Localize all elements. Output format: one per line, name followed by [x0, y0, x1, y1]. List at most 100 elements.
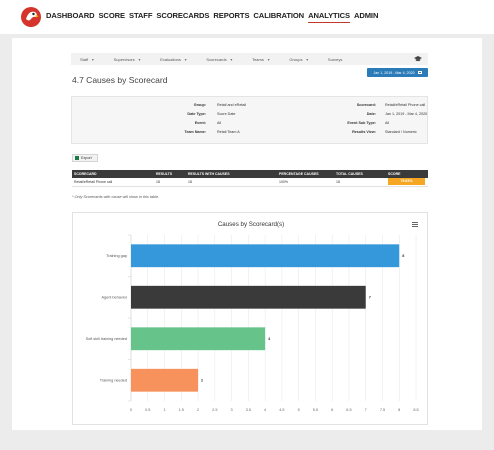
nav-dashboard[interactable]: DASHBOARD — [46, 11, 95, 20]
info-label: Date Type: — [187, 112, 206, 116]
col-results[interactable]: RESULTS — [154, 170, 186, 178]
info-value: Standard / Numeric — [385, 130, 417, 134]
x-tick-label: 8.5 — [413, 408, 418, 412]
bar-value-label: 8 — [402, 254, 404, 258]
caret-down-icon: ▼ — [137, 57, 142, 62]
nav-admin[interactable]: ADMIN — [353, 11, 379, 20]
x-tick-label: 5.5 — [313, 408, 318, 412]
cell-score: 79.63% — [386, 178, 428, 187]
top-navbar: DASHBOARD SCORE STAFF SCORECARDS REPORTS… — [0, 0, 494, 34]
caret-down-icon: ▼ — [91, 57, 95, 62]
info-label: Scorecard: — [356, 103, 376, 107]
category-label: Soft skill training needed — [86, 337, 127, 341]
bar[interactable] — [131, 285, 366, 309]
col-score[interactable]: SCORE — [386, 170, 428, 178]
submenu-scorecards[interactable]: Scorecards ▼ — [206, 57, 233, 62]
analytics-submenu: Staff ▼ Supervisors ▼ Evaluations ▼ Scoreca… — [71, 53, 428, 65]
causes-table: SCORECARD RESULTS RESULTS WITH CAUSES PE… — [72, 170, 428, 187]
parrot-logo-icon[interactable] — [20, 6, 42, 28]
submenu-scorecards-label: Scorecards — [206, 56, 227, 62]
chart-svg: Causes by Scorecard(s) 8 7 4 2 Training gap… — [86, 221, 419, 412]
info-row: Group: Retail and eRetail Scorecard: Ret… — [72, 103, 427, 110]
caret-down-icon: ▼ — [266, 57, 271, 62]
date-range-button[interactable]: Jan 1, 2019 - Mar 4, 2020 — [367, 68, 428, 77]
cell-scorecard[interactable]: Retail/eRetail Phone call — [72, 178, 154, 187]
info-value: Retail/eRetail Phone call — [385, 103, 426, 107]
export-label: Export — [81, 156, 92, 160]
info-value: All — [385, 121, 390, 125]
graduation-cap-icon[interactable] — [414, 55, 422, 62]
chart-bars: 8 7 4 2 — [131, 244, 404, 392]
x-tick-label: 4.5 — [279, 408, 284, 412]
info-value: Retail and eRetail — [217, 103, 247, 107]
info-label: Event Sub Type: — [347, 121, 376, 125]
causes-chart: Causes by Scorecard(s) 8 7 4 2 Training gap… — [72, 212, 428, 425]
info-value: Jan 1, 2019 - Mar 4, 2020 — [385, 112, 428, 116]
table-row[interactable]: Retail/eRetail Phone call 18 18 100% 18 … — [72, 178, 428, 187]
submenu-supervisors[interactable]: Supervisors ▼ — [114, 57, 142, 62]
bar[interactable] — [131, 244, 400, 268]
col-results-with-causes[interactable]: RESULTS WITH CAUSES — [186, 170, 277, 178]
x-tick-label: 8 — [398, 408, 400, 412]
info-label: Event: — [194, 121, 206, 125]
table-footnote: * Only Scorecards with cause will show i… — [72, 195, 160, 199]
x-tick-label: 3 — [231, 408, 233, 412]
info-row: Team Name: Retail Team A Results View: S… — [72, 130, 427, 137]
main-nav: DASHBOARD SCORE STAFF SCORECARDS REPORTS… — [46, 11, 378, 23]
submenu-staff[interactable]: Staff ▼ — [80, 57, 95, 62]
table-header-row: SCORECARD RESULTS RESULTS WITH CAUSES PE… — [72, 170, 428, 178]
submenu-surveys[interactable]: Surveys — [327, 56, 343, 62]
category-label: Training needed — [100, 379, 127, 383]
x-tick-label: 2.5 — [212, 408, 217, 412]
bar-value-label: 2 — [201, 379, 203, 383]
cell-results: 18 — [154, 178, 186, 187]
nav-calibration[interactable]: CALIBRATION — [253, 11, 305, 20]
col-total-causes[interactable]: TOTAL CAUSES — [334, 170, 386, 178]
submenu-supervisors-label: Supervisors — [113, 56, 135, 62]
submenu-groups[interactable]: Groups ▼ — [289, 57, 309, 62]
score-badge: 79.63% — [388, 178, 425, 186]
x-tick-label: 1.5 — [179, 408, 184, 412]
x-tick-label: 6.5 — [346, 408, 351, 412]
excel-icon — [75, 156, 79, 160]
info-value: Retail Team A — [217, 130, 240, 134]
nav-staff[interactable]: STAFF — [128, 11, 153, 20]
category-label: Training gap — [106, 254, 127, 258]
bar[interactable] — [131, 368, 199, 392]
chart-menu-icon[interactable] — [412, 222, 418, 227]
caret-down-icon: ▼ — [305, 57, 309, 62]
chart-category-labels: Training gap Agent behavior Soft skill tra… — [86, 254, 128, 382]
submenu-evaluations-label: Evaluations — [160, 56, 181, 62]
date-range-label: Jan 1, 2019 - Mar 4, 2020 — [373, 70, 415, 75]
cell-percentage-causes: 100% — [277, 178, 334, 187]
bar[interactable] — [131, 327, 266, 351]
col-scorecard[interactable]: SCORECARD — [72, 170, 154, 178]
nav-reports[interactable]: REPORTS — [213, 11, 250, 20]
cell-results-with-causes: 18 — [186, 178, 277, 187]
x-tick-label: 3.5 — [246, 408, 251, 412]
caret-down-icon: ▼ — [229, 57, 234, 62]
x-tick-label: 1 — [163, 408, 165, 412]
info-value: All — [217, 121, 222, 125]
page-title: 4.7 Causes by Scorecard — [72, 75, 168, 85]
info-label: Team Name: — [184, 130, 206, 134]
nav-score[interactable]: SCORE — [98, 11, 125, 20]
chart-title: Causes by Scorecard(s) — [218, 221, 284, 228]
export-button[interactable]: Export — [72, 154, 98, 162]
x-tick-label: 7.5 — [380, 408, 385, 412]
x-tick-label: 7 — [365, 408, 367, 412]
submenu-evaluations[interactable]: Evaluations ▼ — [160, 57, 187, 62]
nav-scorecards[interactable]: SCORECARDS — [156, 11, 210, 20]
col-percentage-causes[interactable]: PERCENTAGE CAUSES — [277, 170, 334, 178]
x-tick-label: 6 — [331, 408, 333, 412]
calendar-edit-icon — [417, 70, 422, 75]
x-tick-label: 0.5 — [145, 408, 150, 412]
x-tick-label: 4 — [264, 408, 266, 412]
bar-value-label: 4 — [268, 337, 271, 341]
info-value: Score Date — [217, 112, 236, 116]
cell-total-causes: 18 — [334, 178, 386, 187]
nav-analytics[interactable]: ANALYTICS — [308, 11, 350, 23]
info-label: Group: — [193, 103, 206, 107]
submenu-teams[interactable]: Teams ▼ — [252, 57, 270, 62]
submenu-groups-label: Groups — [289, 56, 303, 62]
